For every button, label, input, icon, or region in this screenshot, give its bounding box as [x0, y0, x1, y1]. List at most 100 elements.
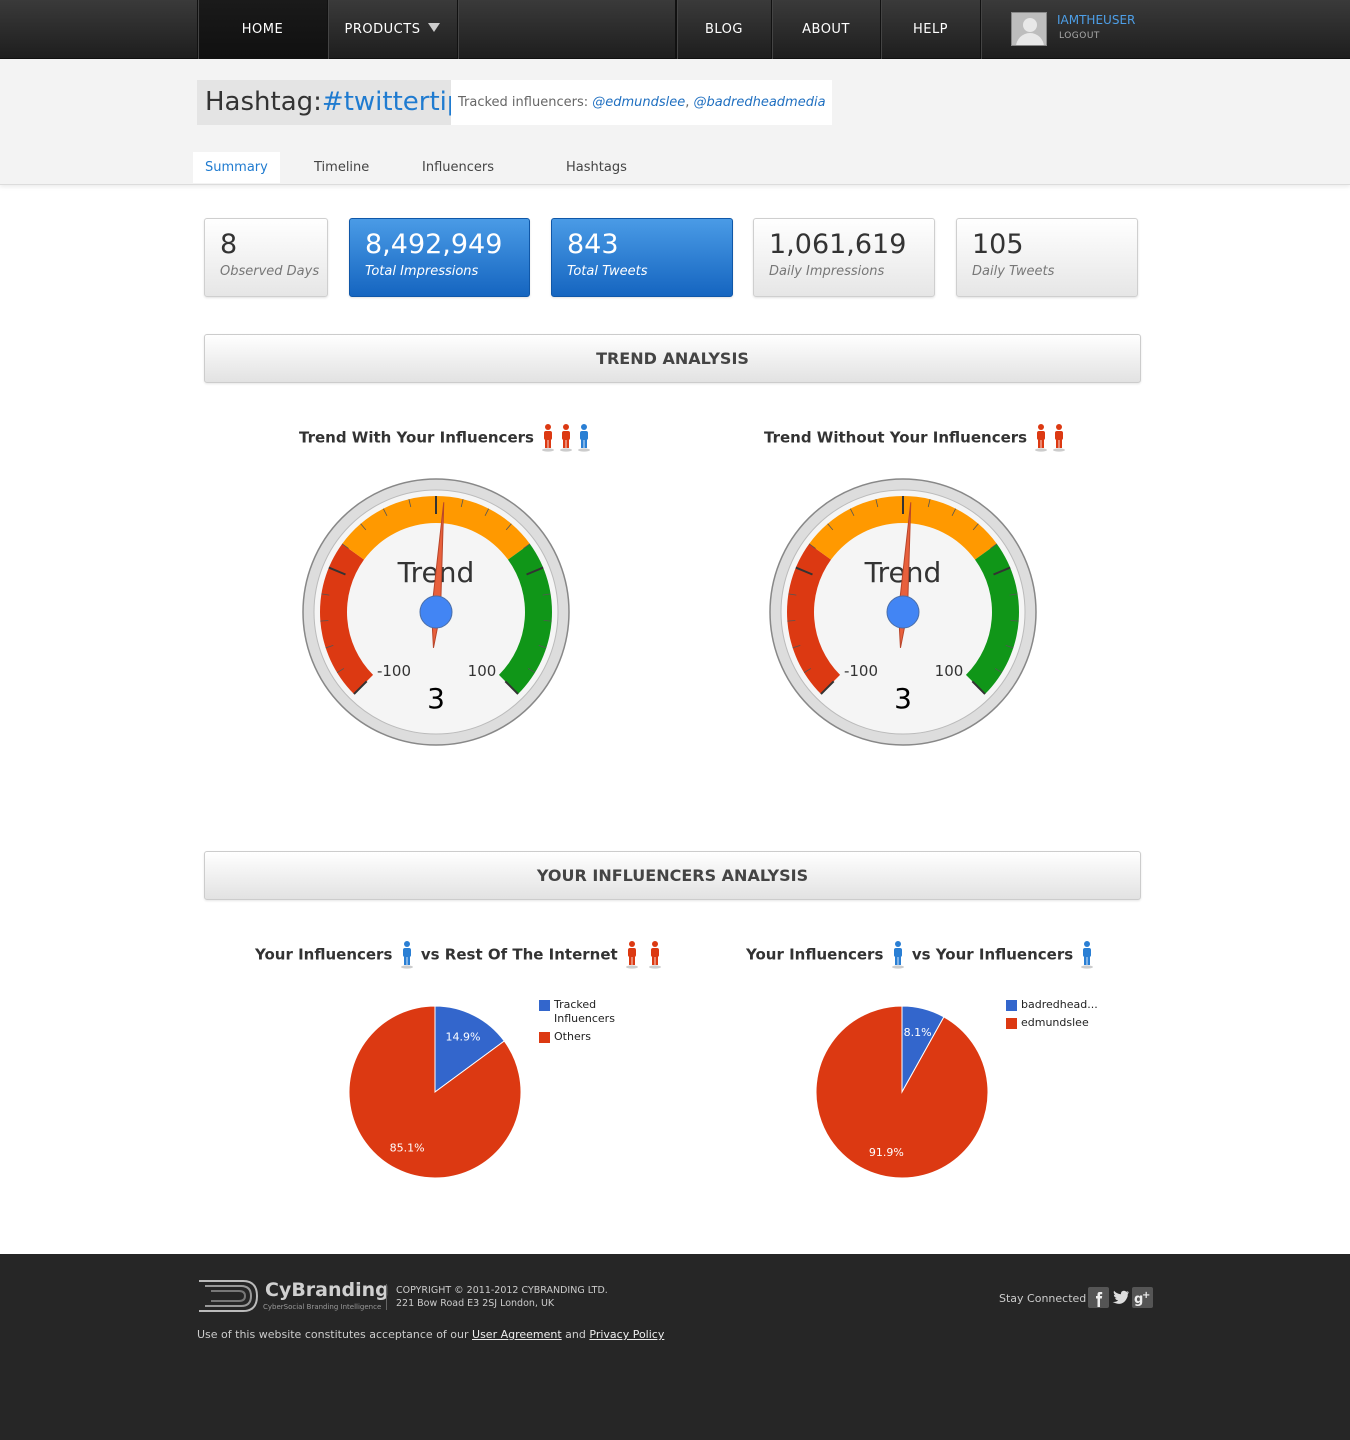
tracked-label: Tracked influencers:	[458, 95, 593, 110]
person-red-icon	[560, 423, 573, 452]
gauge-minor-tick	[792, 644, 801, 649]
stat-label: Total Impressions	[365, 264, 479, 279]
gauge-minor-tick	[320, 620, 329, 622]
google-plus-icon[interactable]: g +	[1132, 1287, 1153, 1308]
tab-influencers[interactable]: Influencers	[422, 160, 495, 175]
legend-label: Others	[554, 1030, 591, 1043]
pie-chart-influencers-vs-influencers: 8.1% 91.9%	[815, 1005, 989, 1179]
gauge-title-without: Trend Without Your Influencers	[764, 422, 1068, 452]
people-group-with	[539, 423, 593, 452]
footer-divider	[386, 1284, 387, 1310]
nav-blog[interactable]: BLOG	[676, 0, 771, 59]
tab-hashtags[interactable]: Hashtags	[566, 160, 627, 175]
stat-card-daily-tweets: 105 Daily Tweets	[956, 218, 1138, 297]
pie-slice-1[interactable]	[348, 1005, 522, 1179]
tab-timeline[interactable]: Timeline	[314, 160, 370, 175]
gauge-minor-tick	[325, 644, 334, 649]
gauge-minor-tick	[360, 523, 367, 531]
avatar[interactable]	[1011, 12, 1047, 46]
tracked-link-edmundslee[interactable]: @edmundslee	[592, 95, 686, 110]
stat-card-daily-impressions: 1,061,619 Daily Impressions	[753, 218, 935, 297]
privacy-policy-link[interactable]: Privacy Policy	[589, 1328, 665, 1341]
gauge-title-with: Trend With Your Influencers	[299, 422, 593, 452]
gauge-minor-tick	[951, 508, 957, 516]
username-link[interactable]: IAMTHEUSER	[1057, 13, 1136, 27]
pie-slice-label: 8.1%	[904, 1026, 932, 1039]
nav-help[interactable]: HELP	[880, 0, 980, 59]
pie-title-your-influencers: Your Influencers vs Your Influencers	[746, 939, 1096, 969]
nav-products-label: PRODUCTS	[344, 22, 421, 37]
pie-legend-2: badredhead... edmundslee	[1006, 998, 1106, 1034]
gauge-max-label: 100	[935, 662, 964, 680]
pie-slice-label: 85.1%	[390, 1141, 425, 1154]
tracked-separator: ,	[685, 95, 694, 110]
tracked-link-badredheadmedia[interactable]: @badredheadmedia	[693, 95, 826, 110]
people-group-without	[1032, 423, 1068, 452]
terms-and: and	[561, 1328, 590, 1341]
gauge-minor-tick	[484, 508, 490, 516]
pie-title-part1: Your Influencers	[746, 945, 884, 964]
stat-value: 1,061,619	[769, 229, 907, 260]
user-menu: IAMTHEUSER LOGOUT	[980, 0, 1350, 59]
person-blue-icon	[891, 940, 904, 969]
gauge-major-tick	[353, 680, 368, 695]
gauge-minor-tick	[542, 593, 551, 596]
logout-link[interactable]: LOGOUT	[1059, 31, 1100, 41]
gauge-minor-tick	[849, 508, 855, 516]
pie-slice-label: 91.9%	[869, 1146, 904, 1159]
gauge-title-without-text: Trend Without Your Influencers	[764, 428, 1028, 447]
gauge-minor-tick	[827, 523, 834, 531]
gauge-major-tick	[820, 680, 835, 695]
gauge-minor-tick	[972, 523, 979, 531]
legend-label: edmundslee	[1021, 1016, 1089, 1029]
legend-item-edmundslee: edmundslee	[1006, 1016, 1106, 1030]
person-red-icon	[625, 940, 638, 969]
section-trend-analysis: TREND ANALYSIS	[204, 334, 1141, 383]
stat-value: 105	[972, 229, 1024, 260]
gauge-major-tick	[971, 680, 986, 695]
gauge-title-with-text: Trend With Your Influencers	[299, 428, 534, 447]
gauge-major-tick	[328, 566, 346, 576]
gauge-min-label: -100	[377, 662, 411, 680]
nav-about[interactable]: ABOUT	[771, 0, 880, 59]
gauge-minor-tick	[808, 543, 816, 549]
legend-swatch	[539, 1032, 550, 1043]
pie-slice-1[interactable]	[815, 1005, 989, 1179]
stat-value: 843	[567, 229, 619, 260]
nav-products[interactable]: PRODUCTS	[327, 0, 457, 59]
cybranding-logo[interactable]: CyBranding CyberSocial Branding Intellig…	[193, 1277, 389, 1317]
logo-tagline: CyberSocial Branding Intelligence	[263, 1303, 382, 1311]
gauge-minor-tick	[994, 668, 1003, 673]
address-text: 221 Bow Road E3 2SJ London, UK	[396, 1298, 555, 1309]
tab-summary[interactable]: Summary	[193, 152, 280, 183]
stat-label: Observed Days	[220, 264, 320, 279]
gauge-band-red	[787, 543, 841, 695]
pie-slice-0[interactable]	[434, 1005, 505, 1093]
user-agreement-link[interactable]: User Agreement	[472, 1328, 562, 1341]
gauge-minor-tick	[460, 499, 464, 508]
stat-label: Daily Impressions	[769, 264, 885, 279]
stat-label: Total Tweets	[567, 264, 648, 279]
legend-item-others: Others	[539, 1030, 629, 1044]
nav-home[interactable]: HOME	[197, 0, 327, 59]
gauge-hub	[419, 595, 453, 629]
main-nav: HOME PRODUCTS BLOG ABOUT HELP IAMTHEUSER…	[197, 0, 1350, 59]
twitter-icon[interactable]	[1110, 1287, 1131, 1308]
gauge-band-orange	[342, 496, 530, 560]
gauge-value: 3	[427, 682, 445, 715]
gauge-minor-tick	[1010, 620, 1019, 622]
nav-blog-label: BLOG	[704, 22, 743, 37]
svg-text:g: g	[1134, 1292, 1143, 1307]
pie-legend-1: Tracked Influencers Others	[539, 998, 629, 1048]
gauge-min-label: -100	[844, 662, 878, 680]
gauge-major-tick	[993, 566, 1011, 576]
nav-help-label: HELP	[912, 22, 949, 37]
tracked-influencers: Tracked influencers: @edmundslee, @badre…	[451, 80, 832, 125]
stat-card-observed-days: 8 Observed Days	[204, 218, 328, 297]
stay-connected-label: Stay Connected	[999, 1292, 1087, 1305]
facebook-icon[interactable]	[1088, 1287, 1109, 1308]
stat-card-total-impressions: 8,492,949 Total Impressions	[349, 218, 530, 297]
terms-prefix: Use of this website constitutes acceptan…	[197, 1328, 473, 1341]
gauge-minor-tick	[341, 543, 349, 549]
